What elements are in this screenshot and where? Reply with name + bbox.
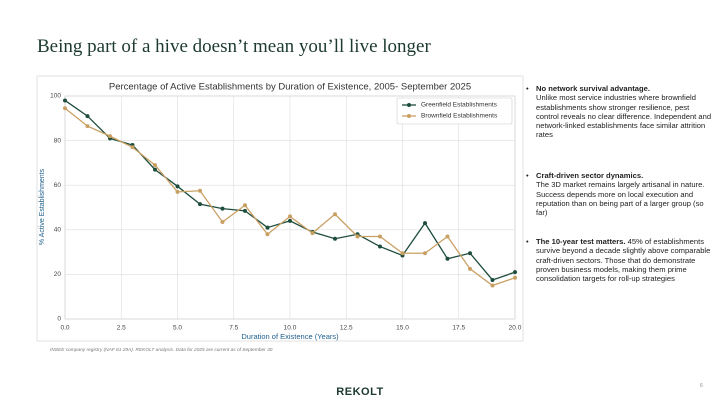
data-point: [85, 114, 90, 119]
bullet-heading: Craft-driven sector dynamics.: [536, 171, 644, 180]
slide-title: Being part of a hive doesn’t mean you’ll…: [37, 36, 431, 57]
data-point: [243, 208, 247, 213]
bullet-text: Unlike most service industries where bro…: [536, 93, 712, 140]
data-point: [513, 275, 517, 280]
x-tick-label: 0.0: [60, 325, 69, 332]
x-tick-label: 12.5: [340, 325, 353, 332]
data-point: [333, 236, 337, 241]
x-tick-label: 20.0: [509, 325, 522, 332]
x-axis-label: Duration of Existence (Years): [241, 332, 339, 341]
x-tick-label: 17.5: [452, 325, 465, 332]
y-tick-label: 20: [54, 271, 62, 278]
y-tick-label: 0: [57, 316, 61, 323]
data-point: [355, 234, 360, 239]
data-point: [130, 145, 135, 150]
data-point: [490, 277, 495, 282]
page-number: 6: [700, 383, 703, 389]
source-note: INSEE company registry (NAF 81 29A). REK…: [50, 348, 273, 353]
x-tick-label: 10.0: [284, 325, 297, 332]
data-point: [198, 188, 202, 193]
data-point: [108, 134, 112, 139]
data-point: [378, 234, 382, 239]
data-point: [153, 163, 157, 168]
x-tick-label: 15.0: [396, 325, 409, 332]
data-point: [423, 221, 427, 226]
data-point: [468, 251, 472, 256]
data-point: [333, 212, 337, 217]
data-point: [153, 167, 157, 172]
legend-label: Brownfield Establishments: [421, 113, 498, 120]
logo: REKOLT: [336, 386, 384, 398]
x-tick-label: 5.0: [173, 325, 182, 332]
data-point: [468, 266, 472, 271]
data-point: [288, 218, 292, 223]
chart-title: Percentage of Active Establishments by D…: [109, 82, 471, 93]
data-point: [198, 202, 202, 207]
data-point: [63, 106, 67, 111]
data-point: [423, 251, 427, 256]
data-point: [288, 214, 292, 219]
data-point: [220, 219, 225, 224]
data-point: [490, 283, 495, 288]
data-point: [445, 234, 450, 239]
bullet: Craft-driven sector dynamics.The 3D mark…: [526, 171, 714, 218]
y-axis-label: % Active Establishments: [39, 168, 46, 245]
data-point: [513, 270, 517, 275]
data-point: [63, 98, 67, 103]
data-point: [445, 256, 450, 261]
data-point: [378, 244, 382, 249]
data-point: [175, 184, 180, 189]
data-point: [85, 124, 90, 129]
bullet: The 10-year test matters. 45% of establi…: [526, 237, 714, 284]
chart-frame: [36, 75, 524, 342]
y-tick-label: 100: [50, 93, 61, 100]
data-point: [175, 189, 180, 194]
legend-box: [396, 97, 513, 125]
legend-label: Greenfield Establishments: [421, 102, 498, 109]
legend-marker: [407, 114, 411, 118]
bullet-text: The 3D market remains largely artisanal …: [536, 180, 705, 218]
x-tick-label: 7.5: [229, 325, 238, 332]
legend-marker: [407, 103, 411, 107]
x-tick-label: 2.5: [117, 325, 126, 332]
data-point: [265, 225, 270, 230]
data-point: [243, 203, 247, 208]
y-tick-label: 40: [54, 227, 62, 234]
data-point: [310, 231, 315, 236]
data-point: [400, 251, 405, 256]
bullet-heading: The 10-year test matters.: [536, 237, 626, 246]
data-point: [265, 232, 270, 237]
y-tick-label: 60: [54, 182, 62, 189]
bullet-text: 45% of establishments survive beyond a d…: [536, 237, 711, 284]
bullet: No network survival advantage.Unlike mos…: [526, 84, 714, 140]
bullet-heading: No network survival advantage.: [536, 84, 650, 93]
data-point: [220, 206, 225, 211]
y-tick-label: 80: [54, 137, 62, 144]
